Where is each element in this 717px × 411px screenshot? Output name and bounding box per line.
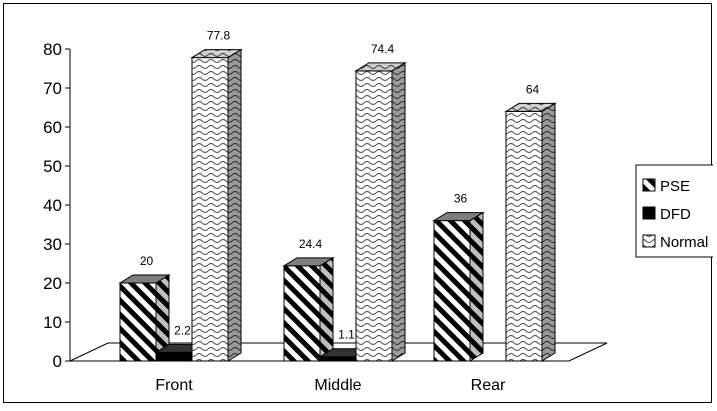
legend-label: PSE xyxy=(660,178,690,195)
bar-pse-rear xyxy=(432,211,485,362)
y-tick-label: 40 xyxy=(43,196,62,215)
bars xyxy=(118,48,557,362)
bar-normal-front xyxy=(190,48,243,362)
legend-swatch xyxy=(642,234,656,248)
legend-item-dfd: DFD xyxy=(642,206,691,223)
y-tick-label: 10 xyxy=(43,313,62,332)
legend-item-pse: PSE xyxy=(642,178,690,195)
bar-normal-middle xyxy=(354,61,407,362)
legend-swatch xyxy=(642,206,656,220)
y-tick-label: 20 xyxy=(43,274,62,293)
bar-normal-rear xyxy=(504,102,557,362)
data-label-normal-rear: 64 xyxy=(526,82,540,96)
legend-swatch xyxy=(642,178,656,192)
y-tick-label: 80 xyxy=(43,40,62,59)
y-tick-label: 50 xyxy=(43,157,62,176)
data-label-normal-middle: 74.4 xyxy=(371,42,395,56)
data-label-pse-rear: 36 xyxy=(454,192,468,206)
x-tick-label-rear: Rear xyxy=(471,377,506,394)
bar-pse-front xyxy=(118,274,171,362)
y-tick-label: 60 xyxy=(43,118,62,137)
data-label-dfd-middle: 1.1 xyxy=(338,328,355,342)
data-label-pse-middle: 24.4 xyxy=(299,237,323,251)
legend-label: DFD xyxy=(660,206,691,223)
y-tick-label: 0 xyxy=(53,352,62,371)
data-label-normal-front: 77.8 xyxy=(207,29,231,43)
x-tick-label-front: Front xyxy=(155,377,193,394)
data-label-pse-front: 20 xyxy=(140,254,154,268)
y-tick-label: 30 xyxy=(43,235,62,254)
bar-chart: 0 10 20 30 40 50 60 70 80 Front Middle Rear 20 2.2 77… xyxy=(43,29,713,394)
legend: PSE DFD Normal xyxy=(635,164,713,258)
legend-item-normal: Normal xyxy=(642,234,708,251)
data-labels: 20 2.2 77.8 24.4 1.1 74.4 36 64 xyxy=(140,29,540,342)
y-tick-label: 70 xyxy=(43,79,62,98)
bar-pse-middle xyxy=(282,256,335,362)
legend-label: Normal xyxy=(660,234,708,251)
chart-container: 0 10 20 30 40 50 60 70 80 Front Middle Rear 20 2.2 77… xyxy=(3,3,713,403)
data-label-dfd-front: 2.2 xyxy=(174,323,191,337)
x-tick-label-middle: Middle xyxy=(314,377,361,394)
